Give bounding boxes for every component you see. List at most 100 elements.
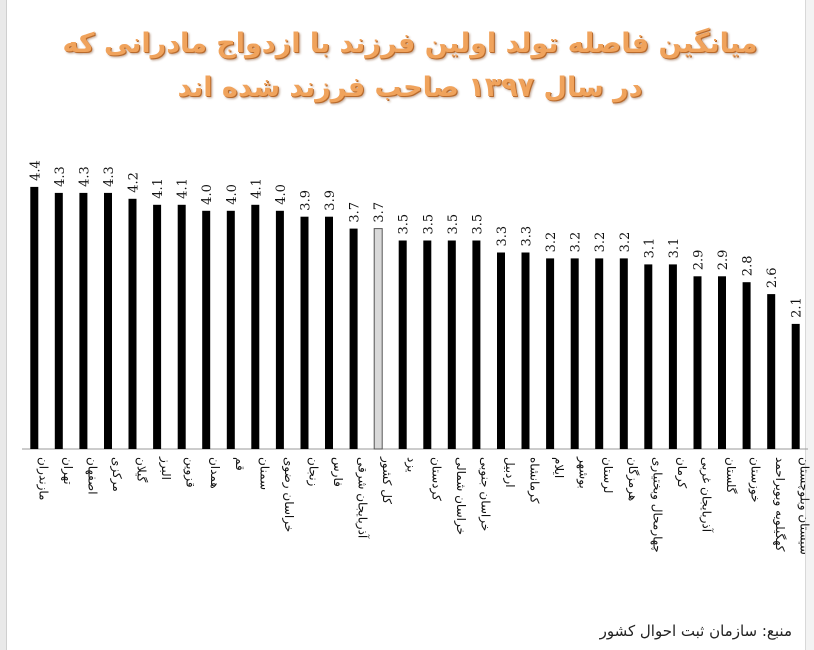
data-label: 2.6 xyxy=(765,267,780,288)
category-label: سمنان xyxy=(257,457,271,490)
category-label: آذربایجان شرقی xyxy=(355,457,371,539)
category-label: مرکزی xyxy=(109,457,124,492)
bar xyxy=(226,210,235,449)
bar xyxy=(767,294,776,449)
source-note: منبع: سازمان ثبت احوال کشور xyxy=(599,622,792,640)
category-label: سیستان وبلوچستان xyxy=(797,457,812,555)
category-label: زنجان xyxy=(306,457,321,487)
bar xyxy=(693,276,702,449)
category-label: خراسان جنوبی xyxy=(477,457,492,531)
category-label: گیلان xyxy=(135,457,149,483)
data-label: 4.0 xyxy=(200,184,215,205)
category-label: قزوین xyxy=(183,457,198,488)
bar xyxy=(202,210,211,449)
chart-title-line-2: در سال ۱۳۹۷ صاحب فرزند شده اند xyxy=(177,72,643,103)
category-label: آذربایجان غربی xyxy=(699,457,715,533)
bar xyxy=(718,276,726,449)
data-label: 3.1 xyxy=(642,238,657,259)
category-label: اصفهان xyxy=(85,457,99,495)
data-label: 3.3 xyxy=(520,226,535,247)
data-label: 3.3 xyxy=(495,226,510,247)
data-label: 3.1 xyxy=(667,238,682,259)
bar xyxy=(595,258,604,449)
bar xyxy=(325,216,333,449)
bar xyxy=(447,240,456,449)
window-frame-right xyxy=(805,0,814,650)
bar xyxy=(275,210,284,449)
bar xyxy=(79,192,88,449)
bar xyxy=(153,204,162,449)
bar xyxy=(54,192,63,449)
category-label: لرستان xyxy=(600,457,615,493)
bar xyxy=(30,186,39,449)
data-label: 3.9 xyxy=(299,190,314,211)
bar xyxy=(644,264,653,449)
data-label: 4.3 xyxy=(77,166,92,187)
data-label: 4.1 xyxy=(176,178,191,199)
bar xyxy=(619,258,628,449)
category-label: کرمانشاه xyxy=(527,457,542,504)
category-label: قم xyxy=(233,457,247,471)
data-label: 4.4 xyxy=(28,160,43,181)
bar xyxy=(398,240,407,449)
category-label: خراسان رضوی xyxy=(281,457,296,532)
bar xyxy=(472,240,481,449)
bar xyxy=(521,252,530,449)
bar xyxy=(251,204,260,449)
data-label: 4.0 xyxy=(274,184,289,205)
category-label: کهگیلویه وبویراحمد xyxy=(772,457,787,552)
bar xyxy=(104,192,112,449)
data-label: 3.5 xyxy=(421,214,436,235)
category-label: ایلام xyxy=(552,457,566,478)
data-label: 3.7 xyxy=(372,202,387,223)
data-label: 3.9 xyxy=(323,190,338,211)
bar xyxy=(668,264,677,449)
category-label: خوزستان xyxy=(748,457,763,503)
category-label: همدان xyxy=(208,457,222,489)
bar xyxy=(128,198,137,449)
data-label: 4.2 xyxy=(127,172,142,193)
bar xyxy=(177,204,186,449)
bar xyxy=(497,252,505,449)
bar xyxy=(570,258,579,449)
category-label: بوشهر xyxy=(576,456,591,489)
data-label: 2.1 xyxy=(790,297,805,318)
data-label: 3.5 xyxy=(470,214,485,235)
data-label: 2.9 xyxy=(716,250,731,271)
category-label: کردستان xyxy=(428,457,443,501)
window-frame-left xyxy=(0,0,7,650)
data-label: 2.9 xyxy=(692,250,707,271)
data-label: 3.2 xyxy=(618,232,633,253)
data-label: 3.2 xyxy=(544,232,559,253)
bar xyxy=(546,258,555,449)
bar xyxy=(300,216,309,449)
category-label: گلستان xyxy=(724,457,738,494)
category-label: اردبیل xyxy=(502,457,517,488)
data-label: 3.2 xyxy=(569,232,584,253)
data-label: 4.1 xyxy=(151,178,166,199)
chart-title-line-1: میانگین فاصله تولد اولین فرزند با ازدواج… xyxy=(62,28,758,59)
data-label: 2.8 xyxy=(741,256,756,277)
category-label: کل کشور xyxy=(379,456,394,504)
bar xyxy=(791,323,800,449)
category-label: تهران xyxy=(60,457,75,485)
category-label: فارس xyxy=(330,457,345,487)
data-label: 3.5 xyxy=(446,214,461,235)
category-label: هرمزگان xyxy=(625,457,640,501)
bar xyxy=(742,282,751,449)
data-label: 3.2 xyxy=(593,232,608,253)
data-label: 3.7 xyxy=(348,202,363,223)
category-label: مازندران xyxy=(35,457,50,500)
data-label: 4.3 xyxy=(102,166,117,187)
data-label: 4.0 xyxy=(225,184,240,205)
bar xyxy=(423,240,432,449)
data-label: 4.3 xyxy=(53,166,68,187)
category-label: کرمان xyxy=(674,457,689,489)
category-label: البرز xyxy=(158,456,173,480)
bar xyxy=(373,228,383,450)
category-label: خراسان شمالی xyxy=(453,457,468,535)
category-label: یزد xyxy=(404,457,419,472)
bar xyxy=(349,228,358,449)
data-label: 3.5 xyxy=(397,214,412,235)
